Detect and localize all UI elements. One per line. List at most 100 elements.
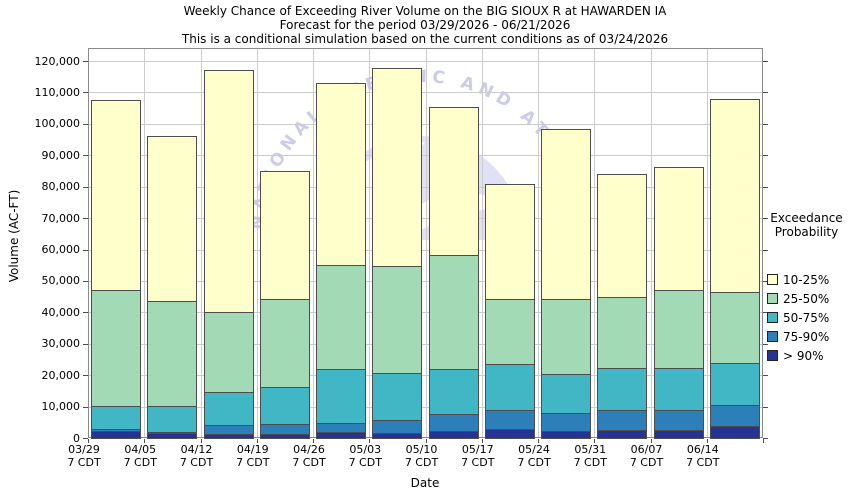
y-tick-label: 10,000 bbox=[41, 400, 81, 414]
y-tick-mark-right bbox=[763, 249, 768, 251]
grid-line-v bbox=[481, 49, 483, 438]
x-tick-label: 05/17 7 CDT bbox=[461, 443, 495, 469]
legend-item: > 90% bbox=[767, 347, 850, 366]
legend-item: 25-50% bbox=[767, 290, 850, 309]
legend-swatch bbox=[767, 331, 778, 342]
x-tick-label: 03/29 7 CDT bbox=[67, 443, 101, 469]
x-tick-label: 06/14 7 CDT bbox=[686, 443, 720, 469]
bar-segment bbox=[484, 428, 535, 439]
bar-segment bbox=[91, 431, 141, 439]
grid-line-v bbox=[200, 49, 202, 438]
grid-line-v bbox=[538, 49, 539, 438]
legend-title-line1: Exceedance bbox=[770, 211, 843, 225]
y-tick-mark bbox=[83, 186, 88, 188]
x-tick-mark bbox=[594, 439, 596, 443]
x-tick-label: 04/12 7 CDT bbox=[179, 443, 214, 469]
y-tick-label: 100,000 bbox=[34, 117, 81, 131]
legend-item-label: 25-50% bbox=[783, 292, 830, 306]
y-tick-mark bbox=[83, 438, 88, 439]
y-tick-mark bbox=[83, 218, 88, 220]
chart-title-line2: Forecast for the period 03/29/2026 - 06/… bbox=[279, 18, 571, 32]
y-tick-label: 80,000 bbox=[41, 180, 81, 194]
y-tick-label: 0 bbox=[73, 431, 80, 445]
y-tick-mark bbox=[83, 123, 88, 125]
bar-segment bbox=[653, 429, 704, 439]
y-tick-label: 20,000 bbox=[41, 368, 81, 382]
x-tick-label: 06/07 7 CDT bbox=[629, 443, 664, 469]
x-tick-mark bbox=[88, 439, 89, 443]
chart-title-line3: This is a conditional simulation based o… bbox=[181, 32, 669, 46]
x-tick-mark bbox=[256, 439, 258, 443]
x-tick-label: 05/03 7 CDT bbox=[348, 443, 382, 469]
x-tick-mark bbox=[313, 439, 314, 443]
y-tick-mark-right bbox=[763, 343, 768, 345]
x-tick-label: 05/31 7 CDT bbox=[573, 443, 607, 469]
legend-item-label: 50-75% bbox=[783, 311, 830, 325]
x-tick-mark bbox=[200, 439, 202, 443]
y-tick-mark bbox=[83, 155, 88, 157]
grid-line-v bbox=[425, 49, 427, 438]
x-tick-mark bbox=[706, 439, 708, 443]
legend-item-label: > 90% bbox=[783, 349, 824, 363]
x-tick-label: 05/24 7 CDT bbox=[517, 443, 551, 469]
y-tick-label: 110,000 bbox=[34, 85, 81, 99]
y-tick-mark bbox=[83, 375, 88, 377]
y-tick-mark bbox=[83, 92, 88, 94]
legend-item: 50-75% bbox=[767, 309, 850, 328]
y-tick-mark-right bbox=[763, 218, 768, 220]
y-tick-mark-right bbox=[763, 92, 768, 94]
grid-line-v bbox=[313, 49, 314, 438]
y-tick-mark-right bbox=[763, 406, 768, 408]
legend-item: 75-90% bbox=[767, 328, 850, 347]
y-tick-mark-right bbox=[763, 186, 768, 188]
grid-line-v bbox=[369, 49, 371, 438]
x-tick-mark bbox=[369, 439, 371, 443]
grid-line-v bbox=[706, 49, 708, 438]
x-tick-mark bbox=[425, 439, 427, 443]
bar-segment bbox=[203, 433, 254, 439]
y-tick-mark bbox=[83, 312, 88, 314]
chart-title-line1: Weekly Chance of Exceeding River Volume … bbox=[183, 4, 667, 18]
y-tick-mark bbox=[83, 280, 88, 282]
bar-segment bbox=[147, 433, 198, 439]
x-tick-mark bbox=[538, 439, 539, 443]
legend: Exceedance Probability 10-25% 25-50% 50-75… bbox=[763, 211, 850, 363]
bar-segment bbox=[372, 432, 423, 439]
legend-swatch bbox=[767, 293, 778, 304]
x-axis-label: Date bbox=[410, 476, 440, 490]
plot-area bbox=[88, 48, 763, 438]
legend-swatch bbox=[767, 350, 778, 361]
legend-swatch bbox=[767, 274, 778, 285]
y-tick-mark bbox=[83, 249, 88, 251]
x-tick-mark bbox=[650, 439, 652, 443]
y-tick-label: 70,000 bbox=[41, 211, 81, 225]
x-tick-mark bbox=[144, 439, 146, 443]
grid-line-v bbox=[144, 49, 146, 438]
legend-title-line2: Probability bbox=[774, 224, 839, 239]
x-tick-label: 05/10 7 CDT bbox=[404, 443, 439, 469]
y-tick-label: 50,000 bbox=[41, 274, 81, 288]
y-tick-mark bbox=[83, 406, 88, 408]
y-tick-label: 120,000 bbox=[34, 54, 81, 68]
y-axis-label: Volume (AC-FT) bbox=[7, 189, 21, 283]
y-tick-mark-right bbox=[763, 123, 768, 125]
bar-segment bbox=[709, 426, 760, 439]
y-tick-mark bbox=[83, 343, 88, 345]
bar-segment bbox=[597, 430, 648, 439]
y-tick-mark-right bbox=[763, 61, 768, 62]
legend-item: 10-25% bbox=[767, 271, 850, 290]
grid-line-v bbox=[594, 49, 596, 438]
grid-line-v bbox=[650, 49, 652, 438]
grid-line-v bbox=[256, 49, 258, 438]
y-tick-label: 60,000 bbox=[41, 243, 81, 256]
legend-swatch bbox=[767, 312, 778, 323]
y-tick-mark-right bbox=[763, 438, 768, 439]
y-tick-mark-right bbox=[763, 312, 768, 314]
y-tick-label: 30,000 bbox=[41, 337, 81, 351]
bar-segment bbox=[316, 432, 366, 439]
bar-segment bbox=[541, 430, 591, 439]
x-tick-label: 04/19 7 CDT bbox=[236, 443, 270, 469]
y-tick-label: 90,000 bbox=[41, 148, 81, 162]
x-tick-mark bbox=[481, 439, 483, 443]
